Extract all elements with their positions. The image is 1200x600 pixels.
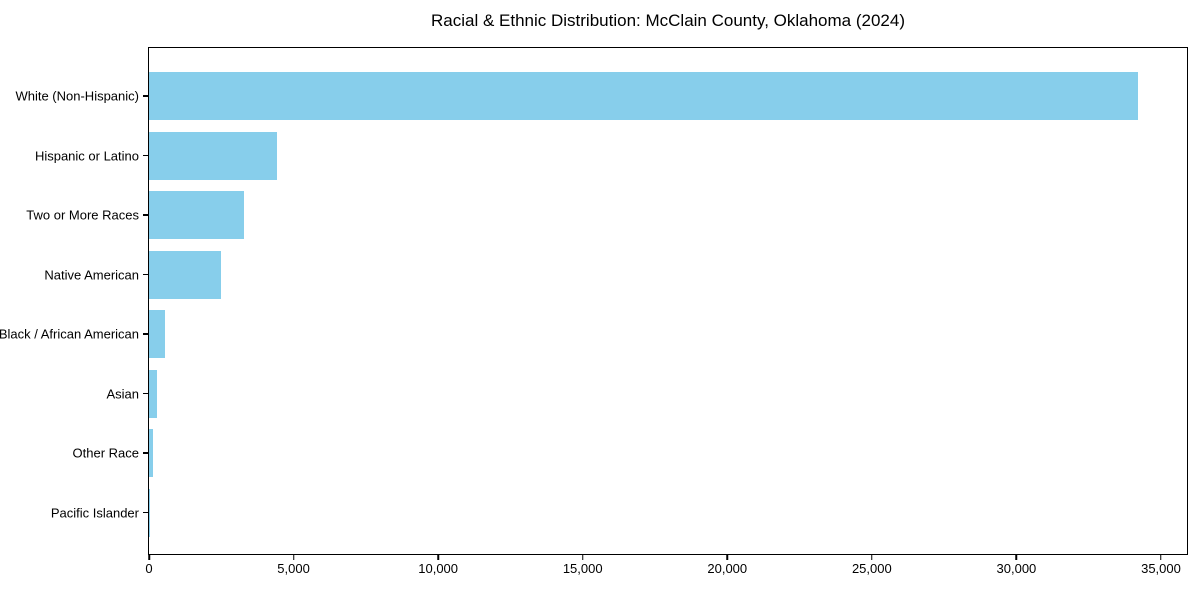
x-tick-label: 10,000 xyxy=(418,561,459,576)
bar xyxy=(149,369,158,418)
y-tick-label: White (Non-Hispanic) xyxy=(15,88,139,104)
x-tick-mark xyxy=(581,555,584,560)
x-tick-label: 35,000 xyxy=(1141,561,1181,576)
bar xyxy=(149,72,1138,120)
x-tick-mark xyxy=(871,555,873,560)
x-tick-mark xyxy=(437,555,439,560)
y-tick-mark xyxy=(143,452,148,454)
bar-row: Pacific Islander xyxy=(51,488,1187,537)
y-tick-mark xyxy=(143,511,148,514)
y-tick-mark xyxy=(143,95,148,97)
y-tick-mark xyxy=(143,392,148,395)
y-tick-mark xyxy=(143,273,148,276)
y-tick-mark xyxy=(143,154,148,157)
bar-row: Native American xyxy=(44,250,1187,299)
bar-row: White (Non-Hispanic) xyxy=(15,72,1187,120)
x-tick-mark xyxy=(1015,555,1018,560)
y-tick-mark xyxy=(143,214,148,216)
y-tick-label: Other Race xyxy=(72,445,139,461)
plot-area: White (Non-Hispanic) Hispanic or Latino Tw… xyxy=(0,47,1188,575)
bar-row: Asian xyxy=(106,369,1187,418)
y-tick-label: Two or More Races xyxy=(26,207,139,223)
bar xyxy=(149,488,150,537)
y-tick-mark xyxy=(143,333,148,335)
x-tick-mark xyxy=(148,555,150,560)
y-tick-label: Hispanic or Latino xyxy=(34,148,139,164)
bar xyxy=(149,191,245,240)
chart-title: Racial & Ethnic Distribution: McClain Co… xyxy=(431,11,905,30)
x-tick-label: 0 xyxy=(145,561,153,576)
x-tick-mark xyxy=(1160,555,1162,560)
bar-row: Other Race xyxy=(73,429,1187,478)
bar-row: Two or More Races xyxy=(26,191,1187,240)
x-tick-mark xyxy=(292,555,295,560)
bar xyxy=(149,131,278,180)
y-tick-label: Pacific Islander xyxy=(50,505,139,521)
y-tick-label: Native American xyxy=(44,267,139,283)
bar xyxy=(149,250,221,299)
bar-row: Black / African American xyxy=(0,310,1187,359)
x-tick-label: 30,000 xyxy=(996,561,1037,576)
x-tick-label: 5,000 xyxy=(277,561,310,576)
x-tick-label: 20,000 xyxy=(707,561,748,576)
x-tick-label: 15,000 xyxy=(562,561,603,576)
x-tick-mark xyxy=(726,555,729,560)
bar-row: Hispanic or Latino xyxy=(35,131,1187,180)
bar xyxy=(149,429,153,478)
x-tick-label: 25,000 xyxy=(851,561,892,576)
y-tick-label: Black / African American xyxy=(0,326,139,342)
y-tick-label: Asian xyxy=(106,386,139,402)
bar xyxy=(149,310,165,359)
